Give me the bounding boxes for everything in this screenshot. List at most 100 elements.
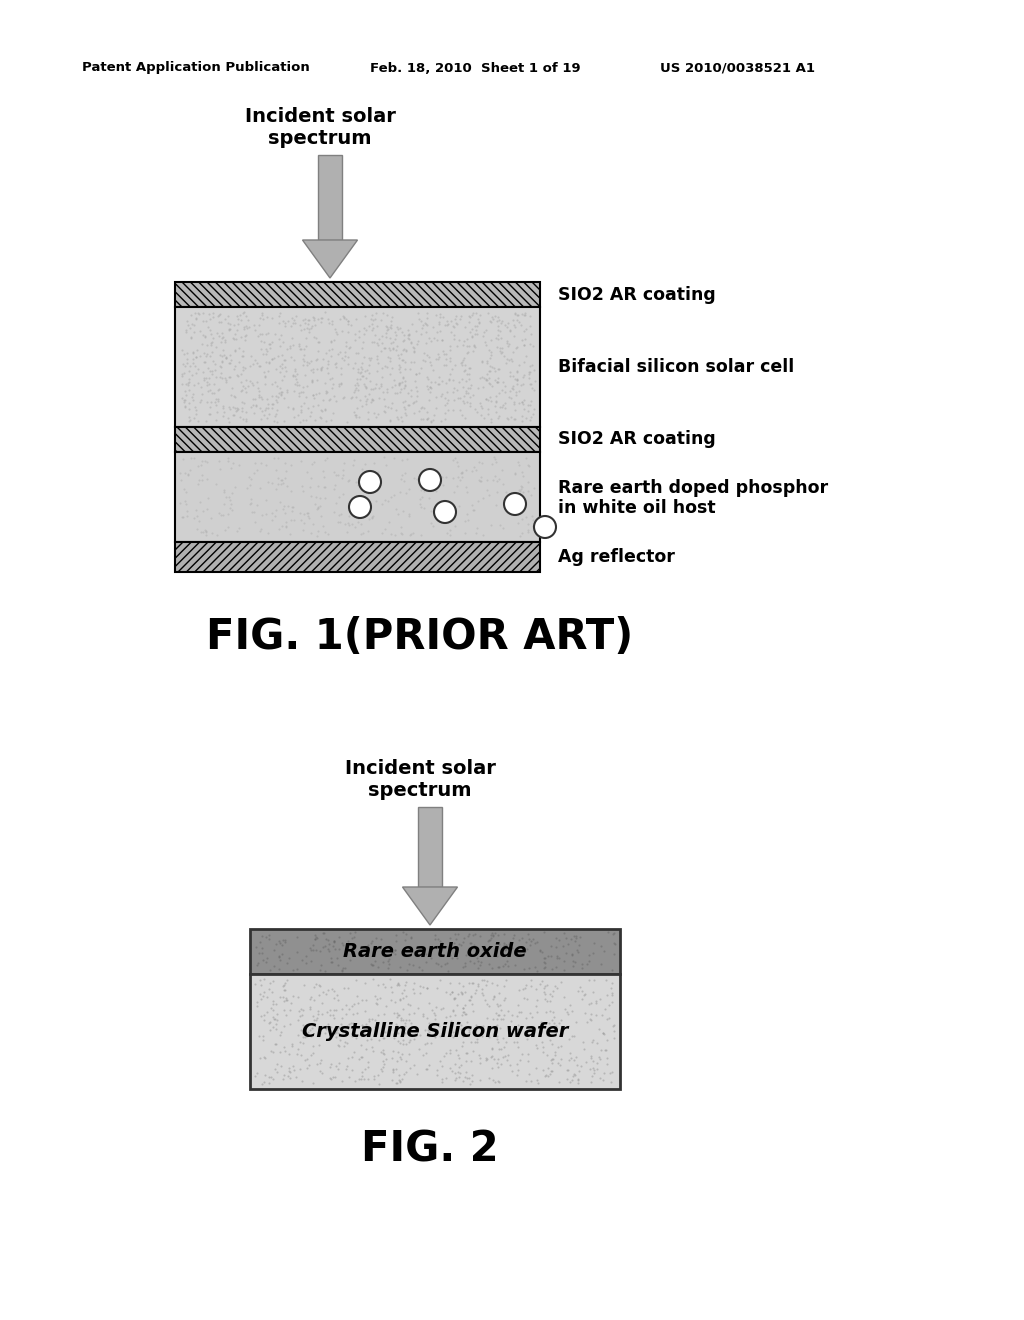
Point <box>412 494 428 515</box>
Point <box>434 510 451 531</box>
Point <box>433 371 450 392</box>
Point <box>177 462 194 483</box>
Point <box>419 314 435 335</box>
Point <box>396 399 413 420</box>
Point <box>592 1048 608 1069</box>
Point <box>208 473 224 494</box>
Point <box>537 975 553 997</box>
Point <box>253 339 269 360</box>
Point <box>317 983 334 1005</box>
Point <box>303 370 319 391</box>
Point <box>451 1047 467 1068</box>
Point <box>242 494 258 515</box>
Point <box>522 389 539 411</box>
Point <box>502 1055 518 1076</box>
Point <box>467 399 483 420</box>
Point <box>447 354 464 375</box>
Point <box>520 471 537 492</box>
Point <box>407 941 423 962</box>
Point <box>197 326 213 347</box>
Point <box>306 409 323 430</box>
Point <box>331 1018 347 1039</box>
Point <box>604 982 621 1003</box>
Point <box>309 341 326 362</box>
Point <box>605 1027 622 1048</box>
Point <box>250 384 266 405</box>
Point <box>450 455 466 477</box>
Point <box>520 401 537 422</box>
Point <box>392 356 409 378</box>
Point <box>439 392 456 413</box>
Point <box>467 319 483 341</box>
Point <box>232 305 249 326</box>
Point <box>313 954 330 975</box>
Point <box>231 454 248 475</box>
Point <box>250 953 266 974</box>
Point <box>485 358 502 379</box>
Point <box>260 334 276 355</box>
Point <box>359 401 376 422</box>
Point <box>324 378 340 399</box>
Point <box>387 325 403 346</box>
Point <box>457 523 473 544</box>
Point <box>369 360 385 381</box>
Point <box>429 348 445 370</box>
Point <box>402 995 419 1016</box>
Point <box>428 471 444 492</box>
Point <box>484 923 501 944</box>
Point <box>396 378 413 399</box>
Point <box>454 1036 470 1057</box>
Point <box>301 1019 317 1040</box>
Point <box>234 375 251 396</box>
Point <box>280 475 296 496</box>
Point <box>214 351 230 372</box>
Point <box>276 388 293 409</box>
Point <box>175 354 191 375</box>
Point <box>599 1030 615 1051</box>
Point <box>327 1022 343 1043</box>
Point <box>396 325 413 346</box>
Point <box>413 310 429 331</box>
Point <box>316 961 333 982</box>
Point <box>462 387 478 408</box>
Point <box>445 1026 462 1047</box>
Point <box>202 404 218 425</box>
Point <box>381 1016 397 1038</box>
Point <box>519 989 536 1010</box>
Point <box>461 358 477 379</box>
Point <box>431 1015 447 1036</box>
Point <box>350 503 367 524</box>
Point <box>492 1071 508 1092</box>
Point <box>458 380 474 401</box>
Point <box>247 389 263 411</box>
Point <box>464 318 480 339</box>
Point <box>445 467 462 488</box>
Point <box>423 378 439 399</box>
Point <box>425 469 441 490</box>
Point <box>487 385 504 407</box>
Point <box>390 1064 407 1085</box>
Point <box>346 1071 362 1092</box>
Point <box>190 470 207 491</box>
Point <box>313 308 330 329</box>
Point <box>506 1032 522 1053</box>
Point <box>416 466 432 487</box>
Point <box>441 368 458 389</box>
Point <box>362 379 379 400</box>
Point <box>173 507 189 528</box>
Point <box>409 333 425 354</box>
Point <box>310 309 327 330</box>
Point <box>197 325 213 346</box>
Point <box>326 932 342 953</box>
Point <box>383 310 399 331</box>
Point <box>278 360 294 381</box>
Point <box>349 372 366 393</box>
Point <box>521 455 538 477</box>
Point <box>376 1053 392 1074</box>
Point <box>305 513 322 535</box>
Point <box>323 1069 339 1090</box>
Point <box>236 392 252 413</box>
Point <box>394 330 411 351</box>
Point <box>411 309 427 330</box>
Point <box>319 939 336 960</box>
